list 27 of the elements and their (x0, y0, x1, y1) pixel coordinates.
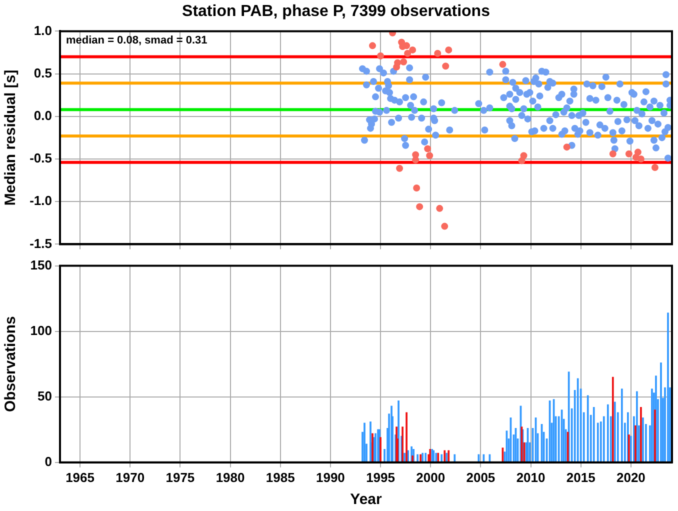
x-tick-label: 2000 (416, 470, 446, 485)
chart-title: Station PAB, phase P, 7399 observations (182, 3, 490, 20)
y-tick-label: 1.0 (34, 22, 52, 38)
y-tick-label: 100 (30, 322, 52, 338)
y-tick-label: 0.5 (34, 65, 52, 80)
x-tick-label: 2005 (466, 470, 496, 485)
y-tick-label: -0.5 (30, 150, 52, 166)
x-tick-label: 1985 (266, 470, 295, 485)
x-tick-label: 1995 (366, 470, 395, 485)
y-tick-label: 0.0 (34, 108, 52, 123)
x-tick-label: 2010 (516, 470, 546, 485)
x-tick-label: 1980 (216, 470, 245, 485)
x-tick-label: 1990 (316, 470, 345, 485)
annotation: median = 0.08, smad = 0.31 (66, 34, 208, 47)
y-axis-title: Observations (2, 316, 20, 412)
y-tick-label: 0 (44, 454, 52, 469)
y-tick-label: -1.5 (30, 236, 52, 251)
x-tick-label: 2015 (566, 470, 596, 485)
x-tick-label: 1975 (166, 470, 195, 485)
y-tick-label: 50 (38, 388, 52, 404)
y-tick-label: -1.0 (30, 193, 52, 208)
y-axis-title: Median residual [s] (2, 70, 20, 206)
x-tick-label: 2020 (616, 470, 646, 485)
x-tick-label: 1970 (116, 470, 145, 485)
y-tick-label: 150 (30, 257, 52, 272)
x-axis-title: Year (350, 491, 382, 508)
x-tick-label: 1965 (66, 470, 94, 485)
